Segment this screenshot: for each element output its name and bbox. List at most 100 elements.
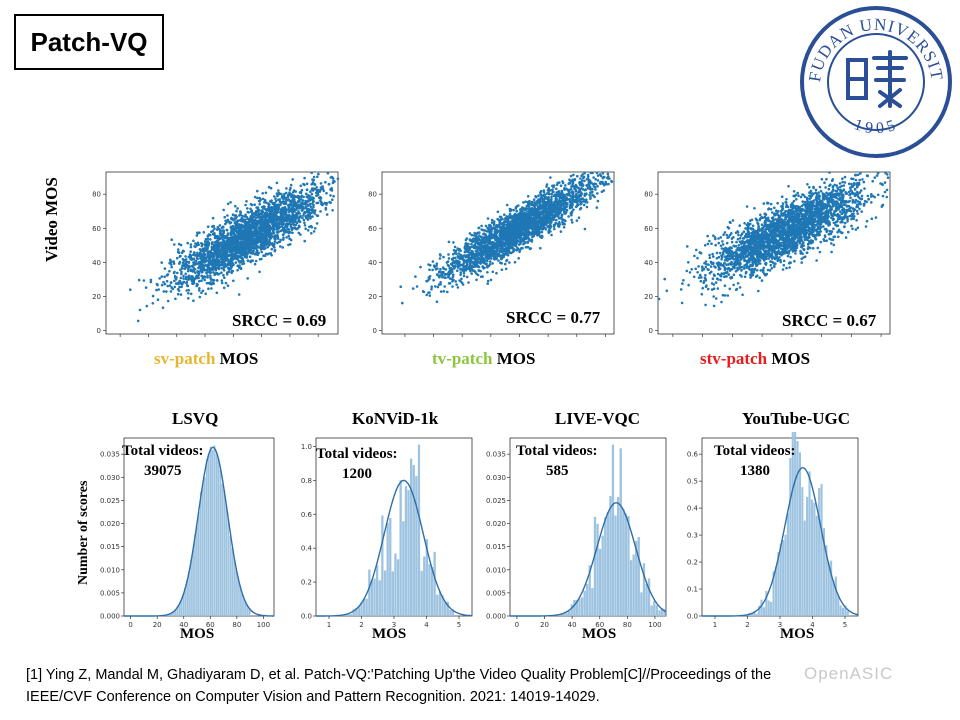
scatter-point [305, 209, 309, 212]
scatter-point [468, 261, 472, 265]
scatter-point [230, 228, 234, 231]
scatter-point [264, 191, 268, 195]
scatter-point [557, 190, 560, 193]
scatter-point [555, 218, 558, 222]
scatter-point [266, 228, 269, 232]
scatter-point [226, 264, 229, 267]
scatter-point [539, 219, 543, 223]
scatter-point [241, 214, 244, 218]
scatter-point [284, 213, 288, 217]
scatter-point [227, 259, 230, 262]
scatter-point [149, 280, 153, 284]
scatter-point [238, 225, 242, 228]
scatter-point [178, 262, 181, 265]
scatter-point [225, 228, 229, 232]
scatter-point [168, 284, 172, 287]
scatter-point [232, 245, 236, 249]
scatter-point [550, 233, 553, 237]
scatter-point [302, 195, 305, 199]
scatter-point [534, 218, 538, 221]
scatter-point [204, 264, 208, 267]
scatter-point [207, 264, 210, 267]
scatter-point [249, 207, 252, 211]
scatter-point [203, 253, 207, 256]
scatter-point [493, 257, 496, 260]
scatter-point [236, 245, 239, 248]
scatter-point [432, 278, 435, 282]
scatter-point [211, 216, 215, 220]
scatter-point [305, 214, 308, 218]
scatter-point [213, 272, 217, 275]
scatter-point [294, 223, 298, 227]
scatter-point [178, 285, 181, 289]
scatter-point [513, 218, 517, 221]
scatter-point [241, 262, 244, 266]
scatter-point [255, 210, 258, 214]
scatter-point [192, 266, 195, 269]
scatter-point [563, 210, 566, 214]
scatter-point [218, 244, 222, 247]
scatter-point [599, 180, 602, 184]
scatter-point [289, 186, 292, 190]
scatter-point [497, 239, 501, 243]
scatter-point [283, 217, 287, 220]
scatter-point [193, 251, 196, 255]
scatter-point [544, 195, 547, 199]
scatter-point [595, 206, 599, 209]
scatter-point [262, 225, 265, 228]
scatter-point [564, 219, 567, 223]
scatter-point [484, 229, 487, 232]
scatter-point [415, 285, 419, 288]
scatter-point [174, 297, 177, 301]
scatter-point [211, 225, 214, 228]
scatter-point [200, 258, 204, 262]
scatter-point [273, 217, 276, 220]
scatter-point [510, 226, 514, 230]
scatter-point [269, 236, 273, 239]
scatter-point [151, 294, 155, 298]
scatter-point [223, 215, 226, 219]
scatter-point [439, 254, 442, 257]
scatter-point [229, 201, 232, 204]
scatter-point [163, 282, 167, 286]
scatter-point [447, 273, 450, 277]
scatter-point [165, 290, 168, 293]
scatter-point [234, 251, 237, 255]
scatter-point [169, 263, 173, 266]
scatter-point [464, 242, 467, 246]
scatter-point [321, 185, 324, 188]
scatter-point [482, 232, 485, 236]
scatter-point [500, 262, 503, 265]
scatter-point [183, 267, 187, 270]
scatter-point [574, 188, 578, 192]
scatter-point [525, 210, 529, 213]
scatter-points [399, 171, 614, 305]
scatter-point [291, 212, 295, 216]
scatter-point [255, 206, 258, 209]
scatter-point [203, 243, 207, 247]
scatter-point [331, 177, 335, 180]
scatter-point [251, 236, 254, 240]
scatter-point [317, 172, 320, 176]
scatter-point [242, 238, 246, 241]
scatter-point [222, 250, 226, 254]
scatter-point [160, 261, 163, 264]
scatter-point [295, 227, 298, 231]
scatter-point [260, 221, 263, 224]
scatter-point [501, 231, 505, 234]
scatter-point [282, 202, 286, 206]
scatter-point [293, 226, 296, 229]
scatter-point [187, 278, 190, 281]
scatter-point [507, 221, 510, 224]
scatter-point [213, 227, 216, 230]
scatter-point [513, 260, 517, 264]
scatter-point [241, 235, 244, 239]
scatter-point [399, 285, 402, 288]
scatter-point [211, 265, 215, 269]
scatter-point [549, 230, 552, 233]
scatter-point [275, 211, 278, 215]
scatter-point [539, 191, 542, 194]
scatter-point [212, 267, 215, 271]
scatter-point [238, 260, 241, 263]
scatter-point [472, 265, 475, 269]
